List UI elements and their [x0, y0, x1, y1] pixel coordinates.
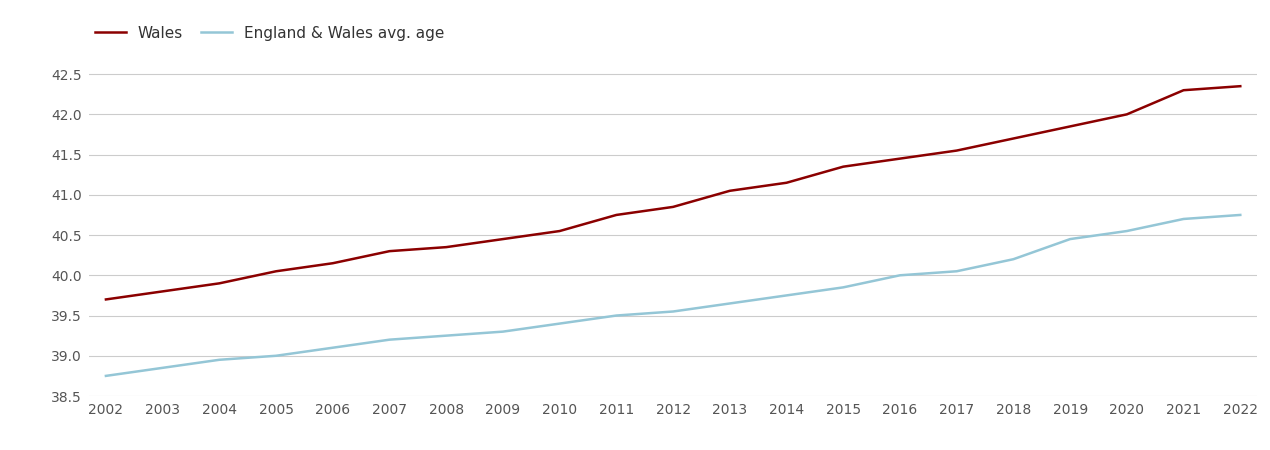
Wales [438, 244, 453, 250]
Wales [155, 289, 170, 294]
England & Wales avg. age [893, 273, 908, 278]
England & Wales avg. age [1063, 236, 1078, 242]
Wales [1063, 124, 1078, 129]
Wales [495, 236, 511, 242]
Line: Wales: Wales [105, 86, 1241, 299]
England & Wales avg. age [382, 337, 398, 342]
Wales [665, 204, 681, 210]
England & Wales avg. age [723, 301, 738, 306]
Wales [836, 164, 851, 169]
England & Wales avg. age [438, 333, 453, 338]
England & Wales avg. age [1119, 228, 1134, 234]
Wales [1006, 136, 1021, 141]
Wales [1176, 87, 1191, 93]
Wales [382, 248, 398, 254]
England & Wales avg. age [325, 345, 340, 351]
England & Wales avg. age [1176, 216, 1191, 222]
England & Wales avg. age [552, 321, 568, 326]
England & Wales avg. age [779, 292, 794, 298]
Wales [949, 148, 964, 153]
England & Wales avg. age [268, 353, 283, 359]
Wales [608, 212, 624, 218]
Wales [723, 188, 738, 194]
Line: England & Wales avg. age: England & Wales avg. age [105, 215, 1241, 376]
England & Wales avg. age [665, 309, 681, 314]
England & Wales avg. age [608, 313, 624, 318]
England & Wales avg. age [1006, 256, 1021, 262]
England & Wales avg. age [495, 329, 511, 334]
Wales [1233, 84, 1248, 89]
Wales [98, 297, 113, 302]
Legend: Wales, England & Wales avg. age: Wales, England & Wales avg. age [89, 20, 451, 47]
England & Wales avg. age [949, 269, 964, 274]
England & Wales avg. age [212, 357, 227, 363]
Wales [1119, 112, 1134, 117]
England & Wales avg. age [1233, 212, 1248, 218]
Wales [268, 269, 283, 274]
Wales [212, 281, 227, 286]
England & Wales avg. age [836, 285, 851, 290]
Wales [325, 261, 340, 266]
England & Wales avg. age [155, 365, 170, 370]
Wales [552, 228, 568, 234]
England & Wales avg. age [98, 373, 113, 378]
Wales [779, 180, 794, 185]
Wales [893, 156, 908, 161]
